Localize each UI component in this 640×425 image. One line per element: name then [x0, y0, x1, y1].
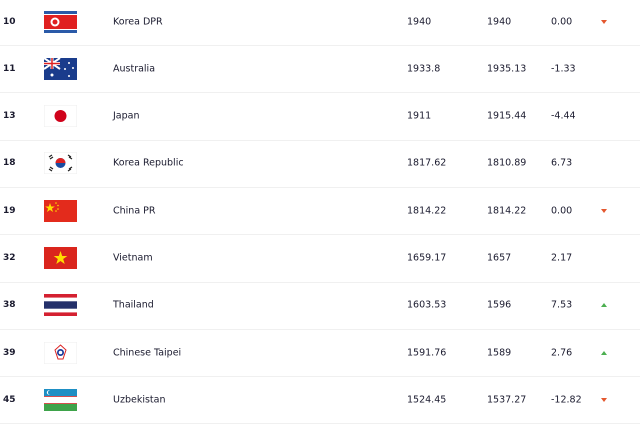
- trend-down-icon: [601, 397, 607, 402]
- previous-points: 1596: [487, 299, 512, 311]
- previous-points: 1940: [487, 16, 512, 27]
- table-row[interactable]: 18 Korea Republic 1817.62 1810.89 6.73: [0, 140, 640, 188]
- trend-down-icon: [601, 19, 607, 24]
- total-points: 1524.45: [407, 394, 447, 406]
- table-row[interactable]: 38 Thailand 1603.53 1596 7.53: [0, 282, 640, 330]
- team-name[interactable]: Chinese Taipei: [113, 347, 182, 359]
- previous-points: 1915.44: [487, 110, 527, 122]
- previous-points: 1935.13: [487, 63, 527, 75]
- total-points: 1814.22: [407, 205, 447, 217]
- table-row[interactable]: 11 Australia 1933.8 1935.13 -1.33: [0, 45, 640, 94]
- china-flag-icon: [44, 199, 77, 222]
- table-row[interactable]: 45 Uzbekistan 1524.45 1537.27 -12.82: [0, 376, 640, 425]
- japan-flag-icon: [43, 104, 78, 128]
- rank: 19: [3, 205, 16, 216]
- points-change: 0.00: [551, 205, 573, 217]
- rank: 45: [3, 394, 16, 405]
- previous-points: 1537.27: [487, 394, 527, 406]
- team-name[interactable]: Australia: [113, 63, 156, 75]
- thailand-flag-icon: [44, 294, 77, 317]
- rank: 18: [3, 158, 16, 169]
- total-points: 1591.76: [407, 347, 447, 359]
- team-name[interactable]: Japan: [113, 110, 140, 122]
- points-change: 6.73: [551, 157, 573, 169]
- total-points: 1603.53: [407, 299, 447, 311]
- trend-up-icon: [601, 350, 607, 355]
- total-points: 1911: [407, 110, 432, 122]
- previous-points: 1814.22: [487, 205, 527, 217]
- team-name[interactable]: Uzbekistan: [113, 394, 166, 406]
- table-row[interactable]: 10 Korea DPR 1940 1940 0.00: [0, 0, 640, 46]
- team-name[interactable]: Thailand: [113, 299, 154, 311]
- total-points: 1933.8: [407, 63, 441, 75]
- australia-flag-icon: [43, 56, 77, 80]
- previous-points: 1810.89: [487, 157, 527, 169]
- rank: 13: [3, 111, 16, 122]
- trend-up-icon: [601, 303, 607, 308]
- rank: 32: [3, 253, 16, 263]
- table-row[interactable]: 19 China PR 1814.22 1814.22 0.00: [0, 187, 640, 236]
- total-points: 1940: [407, 16, 432, 27]
- points-change: -4.44: [551, 110, 576, 122]
- rank: 39: [3, 347, 16, 358]
- uzbekistan-flag-icon: [44, 388, 77, 411]
- korea-republic-flag-icon: [43, 151, 78, 175]
- total-points: 1817.62: [407, 157, 447, 169]
- vietnam-flag-icon: [44, 247, 77, 269]
- rank: 11: [3, 63, 16, 74]
- points-change: 7.53: [551, 299, 573, 311]
- total-points: 1659.17: [407, 252, 447, 264]
- previous-points: 1589: [487, 347, 512, 359]
- points-change: 2.17: [551, 252, 573, 264]
- korea-dpr-flag-icon: [44, 10, 77, 33]
- points-change: -12.82: [551, 394, 582, 406]
- rank: 10: [3, 16, 16, 27]
- team-name[interactable]: China PR: [113, 205, 156, 217]
- trend-down-icon: [601, 208, 607, 213]
- rank: 38: [3, 300, 16, 311]
- table-row[interactable]: 32 Vietnam 1659.17 1657 2.17: [0, 235, 640, 283]
- points-change: 2.76: [551, 347, 573, 359]
- points-change: -1.33: [551, 63, 576, 75]
- chinese-taipei-flag-icon: [43, 341, 78, 365]
- team-name[interactable]: Vietnam: [113, 252, 153, 264]
- team-name[interactable]: Korea DPR: [113, 16, 163, 27]
- points-change: 0.00: [551, 16, 573, 27]
- team-name[interactable]: Korea Republic: [113, 157, 184, 169]
- previous-points: 1657: [487, 252, 512, 264]
- table-row[interactable]: 39 Chinese Taipei 1591.76 1589 2.76: [0, 329, 640, 378]
- table-row[interactable]: 13 Japan 1911 1915.44 -4.44: [0, 93, 640, 141]
